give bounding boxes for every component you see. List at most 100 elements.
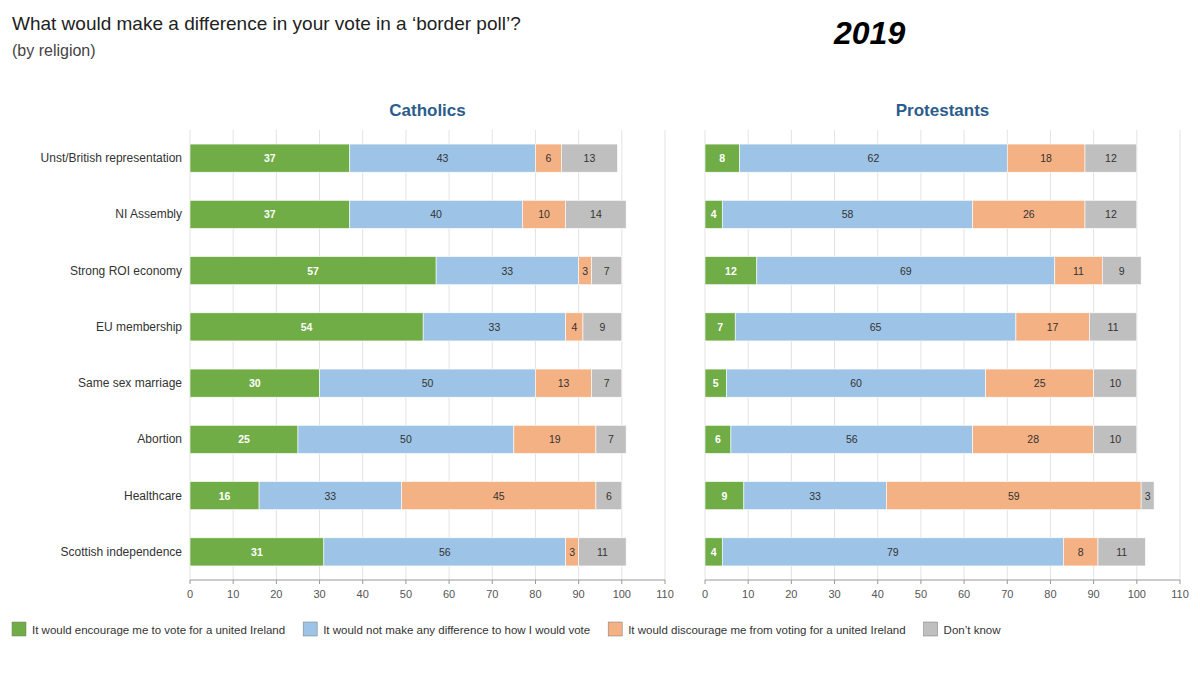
legend-swatch — [924, 622, 938, 636]
bar-segment — [1089, 313, 1137, 341]
y-tick-label: Scottish independence — [61, 545, 183, 559]
data-label: 14 — [590, 208, 602, 220]
grid-line — [405, 130, 406, 580]
bar-segment — [592, 369, 622, 397]
bars — [190, 144, 626, 566]
subtitle: (by religion) — [12, 42, 96, 59]
grid-line — [190, 130, 191, 580]
bar-segment — [722, 200, 972, 228]
data-label: 10 — [538, 208, 550, 220]
data-label: 59 — [1008, 490, 1020, 502]
bar-segment — [423, 313, 566, 341]
bar-segment — [596, 482, 622, 510]
y-tick-label: Unst/British representation — [41, 151, 182, 165]
data-label: 16 — [219, 490, 231, 502]
x-tick-label: 0 — [187, 588, 193, 600]
x-tick — [1007, 580, 1008, 584]
data-label: 7 — [604, 265, 610, 277]
data-label: 3 — [569, 546, 575, 558]
bar-segment — [1098, 538, 1146, 566]
bar-segment — [705, 144, 740, 172]
data-label: 11 — [597, 546, 608, 558]
bar-segment — [190, 200, 350, 228]
bar-segment — [744, 482, 887, 510]
grid-line — [964, 130, 965, 580]
data-label: 9 — [599, 321, 605, 333]
data-label: 8 — [1078, 546, 1084, 558]
grid-line — [665, 130, 666, 580]
data-label: 13 — [584, 152, 596, 164]
grid-line — [233, 130, 234, 580]
grid-line — [834, 130, 835, 580]
bar-segment — [1055, 257, 1103, 285]
x-tick-label: 40 — [357, 588, 369, 600]
bar-segment — [592, 257, 622, 285]
data-label: 58 — [842, 208, 854, 220]
data-label: 6 — [715, 433, 721, 445]
data-label: 10 — [1109, 377, 1121, 389]
x-tick — [190, 580, 191, 584]
legend-item: It would encourage me to vote for a unit… — [12, 622, 285, 636]
x-tick — [964, 580, 965, 584]
x-tick-label: 40 — [872, 588, 884, 600]
grid-line — [1180, 130, 1181, 580]
y-tick-label: Healthcare — [124, 489, 182, 503]
panel-title: Catholics — [389, 101, 466, 120]
data-label: 25 — [238, 433, 250, 445]
data-label: 11 — [1116, 546, 1127, 558]
data-label: 7 — [717, 321, 723, 333]
legend-swatch — [12, 622, 26, 636]
data-label: 12 — [1105, 152, 1117, 164]
bar-segment — [350, 200, 523, 228]
x-tick — [748, 580, 749, 584]
bar-segment — [1141, 482, 1154, 510]
legend-label: It would discourage me from voting for a… — [628, 624, 905, 636]
bar-segment — [579, 538, 627, 566]
bar-segment — [973, 200, 1085, 228]
bar-segment — [190, 425, 298, 453]
x-tick-label: 90 — [573, 588, 585, 600]
panel: Catholics0102030405060708090100110Unst/B… — [41, 101, 674, 600]
bar-segment — [1063, 538, 1098, 566]
bar-segment — [320, 369, 536, 397]
bar-segment — [566, 313, 583, 341]
x-tick-label: 20 — [270, 588, 282, 600]
grid-line — [362, 130, 363, 580]
data-label: 3 — [1145, 490, 1151, 502]
data-label: 7 — [604, 377, 610, 389]
bar-segment — [535, 369, 591, 397]
y-tick-label: EU membership — [96, 320, 182, 334]
data-label: 7 — [608, 433, 614, 445]
y-tick-label: Same sex marriage — [78, 376, 182, 390]
x-tick — [405, 580, 406, 584]
data-label: 37 — [264, 208, 276, 220]
data-label: 62 — [868, 152, 880, 164]
x-tick-label: 80 — [529, 588, 541, 600]
data-labels: 3743613374010145733375433493050137255019… — [219, 152, 614, 558]
x-tick-label: 10 — [227, 588, 239, 600]
title: What would make a difference in your vot… — [12, 13, 521, 34]
legend: It would encourage me to vote for a unit… — [12, 622, 1001, 636]
bar-segment — [757, 257, 1055, 285]
grid-line — [578, 130, 579, 580]
grid-line — [621, 130, 622, 580]
y-tick-label: NI Assembly — [115, 207, 182, 221]
bar-segment — [350, 144, 536, 172]
data-label: 13 — [558, 377, 570, 389]
data-label: 12 — [725, 265, 737, 277]
data-label: 56 — [846, 433, 858, 445]
x-tick-label: 100 — [613, 588, 631, 600]
x-tick — [1136, 580, 1137, 584]
legend-swatch — [303, 622, 317, 636]
x-tick — [233, 580, 234, 584]
bar-segment — [1007, 144, 1085, 172]
bar-segment — [705, 482, 744, 510]
bar-segment — [1016, 313, 1089, 341]
data-label: 50 — [422, 377, 434, 389]
x-tick — [834, 580, 835, 584]
bar-segment — [727, 369, 986, 397]
x-tick-label: 30 — [828, 588, 840, 600]
data-label: 12 — [1105, 208, 1117, 220]
data-label: 10 — [1109, 433, 1121, 445]
bars — [705, 144, 1154, 566]
